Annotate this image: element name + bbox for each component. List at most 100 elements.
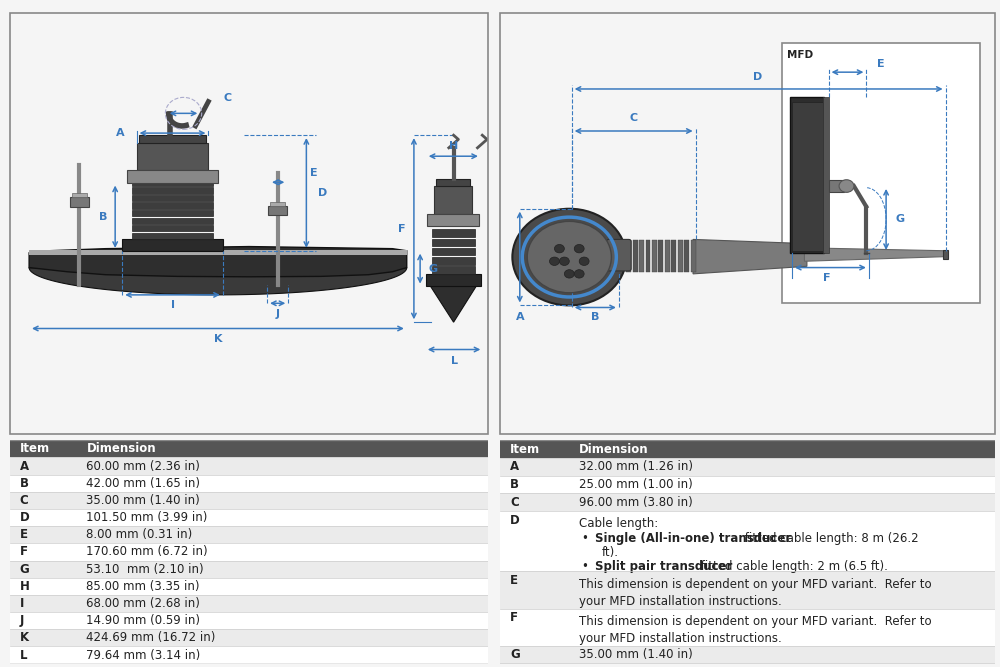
- Text: Split pair transducer: Split pair transducer: [595, 560, 732, 573]
- Text: 60.00 mm (2.36 in): 60.00 mm (2.36 in): [86, 460, 200, 472]
- Text: L: L: [20, 648, 27, 662]
- Circle shape: [550, 257, 559, 265]
- Bar: [10, 629, 488, 646]
- Polygon shape: [693, 239, 807, 274]
- Text: G: G: [896, 214, 905, 224]
- Text: 35.00 mm (1.40 in): 35.00 mm (1.40 in): [579, 648, 693, 661]
- Text: E: E: [20, 528, 28, 541]
- Bar: [132, 203, 213, 209]
- Bar: [658, 240, 663, 271]
- Bar: [691, 240, 696, 271]
- FancyBboxPatch shape: [606, 239, 631, 271]
- Text: K: K: [214, 334, 222, 344]
- Circle shape: [839, 179, 854, 192]
- Text: fitted cable length: 2 m (6.5 ft).: fitted cable length: 2 m (6.5 ft).: [697, 560, 887, 573]
- Bar: [137, 143, 208, 170]
- Text: H: H: [449, 141, 458, 151]
- Text: This dimension is dependent on your MFD variant.  Refer to: This dimension is dependent on your MFD …: [579, 616, 932, 628]
- Text: A: A: [116, 128, 124, 138]
- Bar: [10, 544, 488, 560]
- Text: D: D: [510, 514, 520, 526]
- Bar: [823, 97, 829, 253]
- Bar: [432, 257, 475, 265]
- Text: G: G: [428, 264, 437, 274]
- Text: 101.50 mm (3.99 in): 101.50 mm (3.99 in): [86, 511, 208, 524]
- Text: 96.00 mm (3.80 in): 96.00 mm (3.80 in): [579, 496, 693, 509]
- Text: This dimension is dependent on your MFD variant.  Refer to: This dimension is dependent on your MFD …: [579, 578, 932, 591]
- Bar: [10, 595, 488, 612]
- Text: 79.64 mm (3.14 in): 79.64 mm (3.14 in): [86, 648, 201, 662]
- Bar: [122, 239, 223, 251]
- Bar: [132, 233, 213, 239]
- Text: 68.00 mm (2.68 in): 68.00 mm (2.68 in): [86, 597, 200, 610]
- Bar: [943, 250, 948, 259]
- Text: F: F: [20, 546, 28, 558]
- Text: 25.00 mm (1.00 in): 25.00 mm (1.00 in): [579, 478, 693, 491]
- Bar: [426, 274, 481, 287]
- Bar: [678, 240, 683, 271]
- Text: Item: Item: [20, 442, 50, 456]
- Bar: [500, 572, 995, 609]
- Text: F: F: [398, 224, 406, 234]
- Bar: [500, 494, 995, 511]
- Bar: [432, 239, 475, 246]
- Text: B: B: [591, 311, 599, 321]
- Bar: [132, 187, 213, 193]
- Bar: [500, 440, 995, 458]
- Bar: [500, 458, 995, 476]
- Bar: [500, 609, 995, 646]
- Text: D: D: [20, 511, 29, 524]
- Polygon shape: [804, 248, 946, 261]
- Text: E: E: [877, 59, 885, 69]
- Text: 14.90 mm (0.59 in): 14.90 mm (0.59 in): [86, 614, 200, 627]
- Circle shape: [574, 245, 584, 253]
- Bar: [434, 187, 472, 214]
- Circle shape: [559, 257, 569, 265]
- Bar: [432, 266, 475, 274]
- Text: E: E: [310, 168, 317, 178]
- Bar: [10, 475, 488, 492]
- FancyBboxPatch shape: [782, 43, 980, 303]
- Text: F: F: [510, 611, 518, 624]
- Text: 35.00 mm (1.40 in): 35.00 mm (1.40 in): [86, 494, 200, 507]
- Circle shape: [527, 221, 611, 293]
- Text: Cable length:: Cable length:: [579, 518, 658, 530]
- Circle shape: [574, 269, 584, 278]
- Bar: [10, 612, 488, 629]
- Bar: [10, 440, 488, 458]
- Text: J: J: [20, 614, 24, 627]
- Text: A: A: [510, 460, 519, 474]
- Bar: [684, 240, 689, 271]
- Text: J: J: [276, 309, 280, 319]
- Bar: [70, 197, 89, 207]
- Bar: [829, 180, 844, 192]
- Text: your MFD installation instructions.: your MFD installation instructions.: [579, 632, 782, 645]
- Bar: [10, 560, 488, 578]
- Bar: [665, 240, 670, 271]
- Text: •: •: [582, 532, 596, 546]
- Text: A: A: [515, 311, 524, 321]
- Text: 8.00 mm (0.31 in): 8.00 mm (0.31 in): [86, 528, 193, 541]
- Bar: [432, 248, 475, 255]
- Text: G: G: [20, 563, 29, 576]
- Text: 85.00 mm (3.35 in): 85.00 mm (3.35 in): [86, 580, 200, 593]
- Bar: [500, 476, 995, 494]
- Bar: [652, 240, 657, 271]
- Bar: [270, 201, 285, 206]
- Bar: [29, 250, 407, 255]
- Bar: [132, 179, 213, 186]
- Text: MFD: MFD: [787, 51, 813, 60]
- Text: Dimension: Dimension: [579, 443, 649, 456]
- Bar: [633, 240, 638, 271]
- Bar: [268, 206, 287, 215]
- Text: F: F: [823, 273, 830, 283]
- Text: 170.60 mm (6.72 in): 170.60 mm (6.72 in): [86, 546, 208, 558]
- Text: C: C: [20, 494, 28, 507]
- Text: C: C: [630, 113, 638, 123]
- Text: D: D: [753, 72, 762, 82]
- Text: D: D: [318, 188, 328, 198]
- Bar: [10, 526, 488, 544]
- Text: C: C: [223, 93, 232, 103]
- Bar: [10, 646, 488, 664]
- Bar: [10, 458, 488, 475]
